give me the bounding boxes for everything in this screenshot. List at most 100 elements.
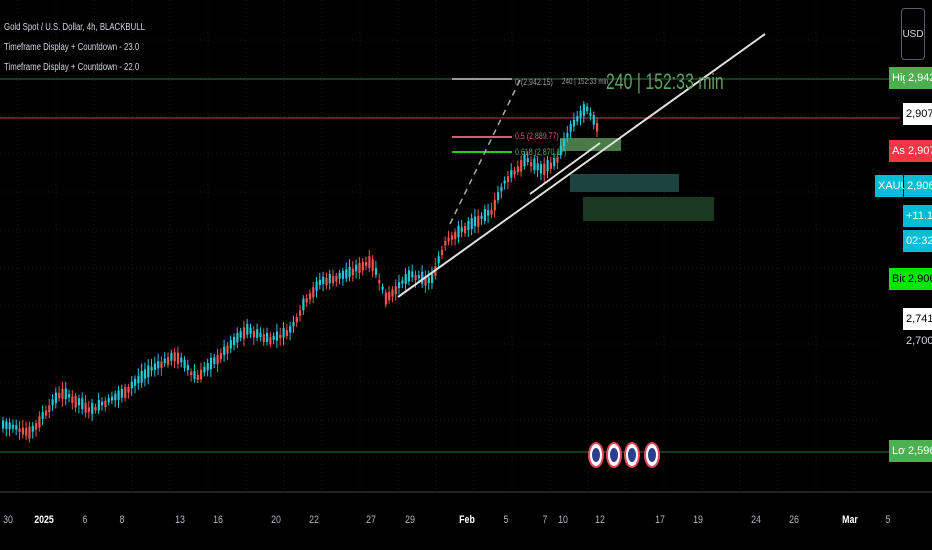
time-axis-label: 7 [542,514,548,526]
candle-body [450,235,453,240]
time-axis-label: 6 [82,514,88,526]
candle-body [569,123,572,132]
change-value: +11.14% [906,210,932,222]
candle-body [358,262,361,274]
time-axis-label: 20 [271,514,281,526]
fib-diagonal [449,79,521,225]
order-block-zone [570,174,679,192]
candle-body [233,336,236,346]
candle-body [328,273,331,284]
candle-body [480,215,483,219]
candle-body [526,158,529,163]
countdown-big: 240 | 152:33 min [606,69,724,94]
candle-body [305,298,308,303]
candle-body [114,393,117,401]
level-tag: 2,741.19 [903,308,932,330]
candle-body [470,218,473,230]
candle-body [84,402,87,413]
candle-body [104,400,107,407]
candle-body [464,225,467,234]
candle-body [193,371,196,380]
candle-body [140,370,143,383]
candle-body [120,388,123,398]
candle-body [348,266,351,277]
candle-body [388,292,391,301]
candle-body [289,326,292,333]
candle-body [407,270,411,282]
time-axis-label: Feb [459,514,475,526]
time-axis-label: 22 [309,514,319,526]
candle-body [365,262,368,266]
candle-body [77,398,81,406]
candle-body [414,274,417,281]
economic-event-flag-icon[interactable] [644,442,660,468]
time-axis-label: 13 [175,514,185,526]
candle-body [236,332,239,343]
candle-body [157,361,160,369]
indicator-legend-2[interactable]: Timeframe Display + Countdown - 22.0 [4,62,140,73]
time-axis-label: 2025 [34,514,54,526]
time-axis-label: 16 [213,514,223,526]
time-axis-label: 5 [503,514,509,526]
time-axis-label: 27 [366,514,376,526]
candle-body [559,145,562,156]
candle-body [282,327,285,338]
economic-event-flag-icon[interactable] [606,442,622,468]
candle-body [15,425,18,430]
candle-body [295,316,298,323]
axis-price-value: 2,700.00 [906,335,932,347]
candle-body [341,270,345,279]
time-axis-label: 30 [3,514,13,526]
time-axis-label: 10 [558,514,568,526]
candle-body [520,160,523,172]
last-price-value: 2,907.70 [906,108,932,120]
candle-body [592,114,595,125]
candle-body [130,381,133,389]
candle-body [368,256,371,268]
candle-body [427,277,430,284]
candle-body [467,221,470,231]
candle-body [68,394,71,398]
candle-body [487,210,490,216]
low-price-tag: Low 2,596.01 [889,440,932,462]
candle-body [127,386,130,393]
candle-body [150,366,153,371]
candle-body [391,289,394,297]
candle-body [275,331,279,341]
candle-body [200,369,203,380]
candle-body [160,361,163,368]
candle-body [447,237,450,242]
fib-label-red: 0.5 (2,889.77) [515,131,559,141]
bar-countdown-tag: 02:32:34 [903,230,932,252]
candle-body [269,337,272,345]
candle-body [213,357,216,364]
economic-event-flag-icon[interactable] [588,442,604,468]
candle-body [351,268,354,276]
candle-body [411,271,414,278]
bid-label: Bid [889,268,908,290]
candle-body [586,106,589,112]
high-price-tag: High 2,942.08 [889,67,932,89]
candle-body [417,275,420,279]
candle-body [493,199,496,211]
trendline-segment [529,142,601,195]
indicator-legend-1[interactable]: Timeframe Display + Countdown - 23.0 [4,42,140,53]
time-axis-label: 5 [885,514,891,526]
currency-button[interactable]: USD [901,8,925,60]
candle-body [190,371,193,375]
bar-countdown-value: 02:32:34 [906,235,932,247]
candle-body [308,293,312,300]
candle-body [101,401,104,406]
candle-body [302,298,305,311]
candle-body [163,358,166,363]
candle-body [176,352,180,364]
candle-body [183,359,186,368]
candle-body [25,427,28,436]
candle-body [143,369,147,379]
candle-body [8,422,11,430]
economic-event-flag-icon[interactable] [624,442,640,468]
candle-body [170,353,173,361]
candle-body [167,356,170,365]
